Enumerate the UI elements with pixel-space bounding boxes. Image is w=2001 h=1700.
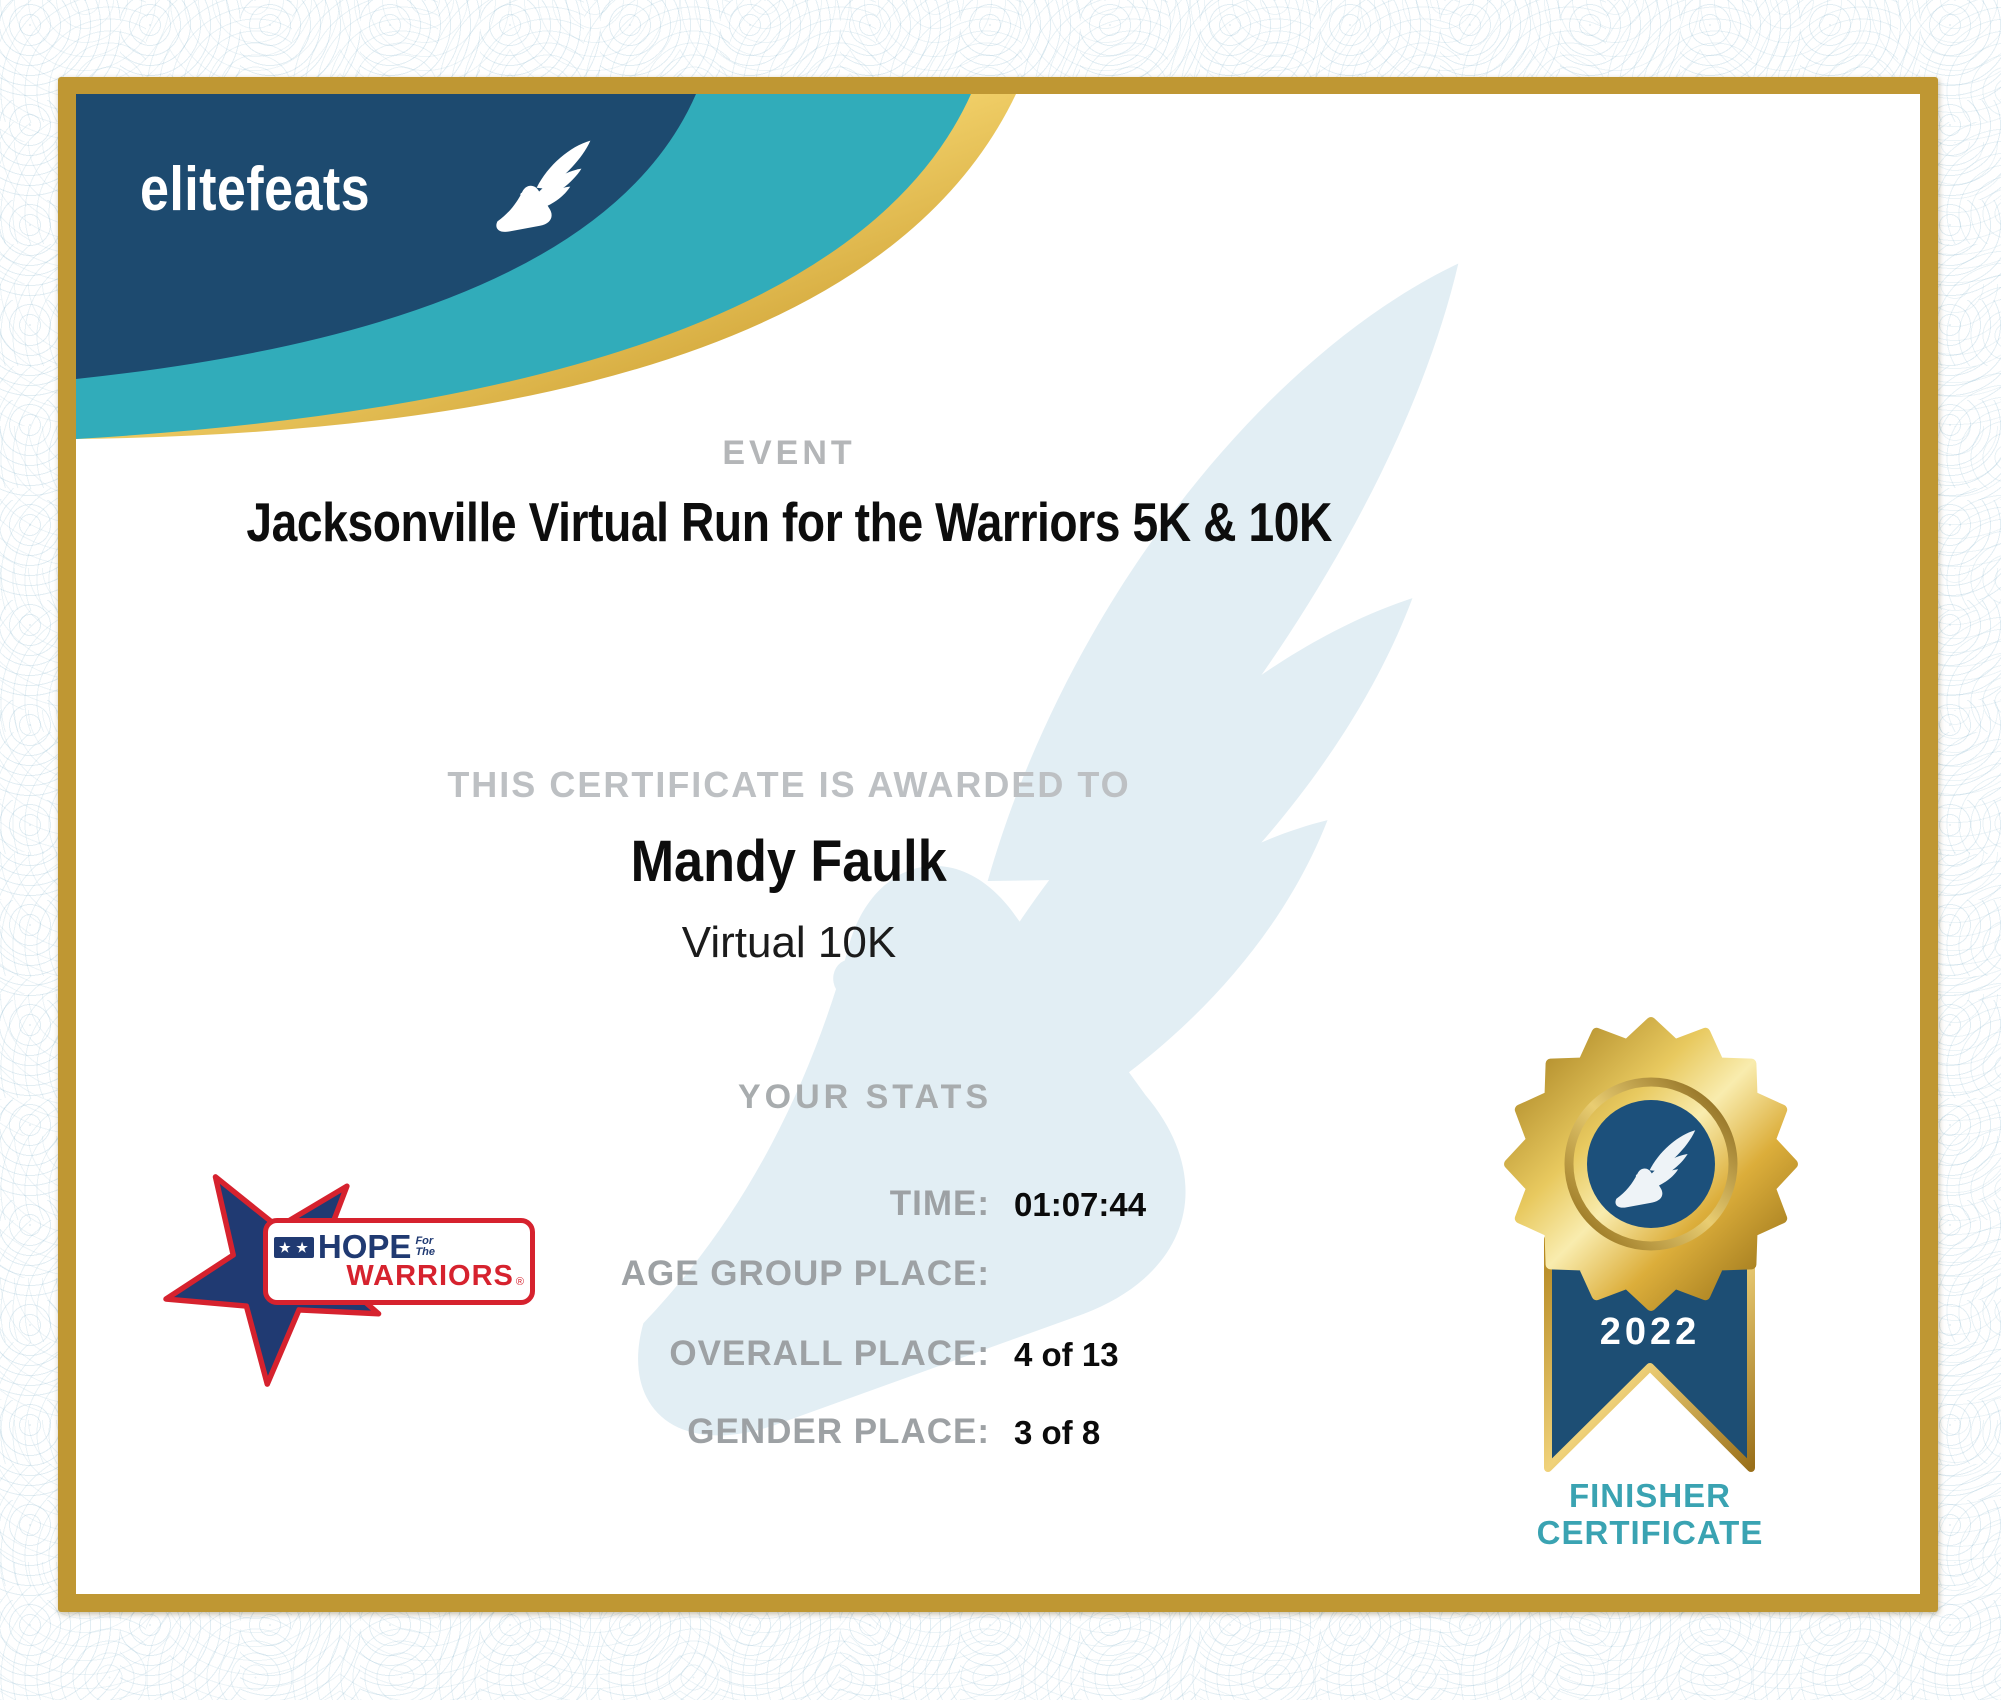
caption-certificate: CERTIFICATE bbox=[1536, 1514, 1764, 1552]
hftw-word-the: The bbox=[415, 1246, 436, 1259]
stat-label-time: TIME: bbox=[889, 1184, 990, 1223]
stat-value-gender-place: 3 of 8 bbox=[1014, 1414, 1101, 1451]
hftw-word-warriors: WARRIORS bbox=[346, 1260, 514, 1293]
hftw-word-for: For bbox=[415, 1235, 434, 1248]
hftw-stars-icon: ★ ★ bbox=[274, 1236, 314, 1258]
stat-value-age-group-place bbox=[1014, 1254, 1454, 1256]
event-name: Jacksonville Virtual Run for the Warrior… bbox=[246, 491, 1332, 553]
stat-label-overall-place: OVERALL PLACE: bbox=[669, 1334, 990, 1373]
medal-rosette bbox=[1504, 1017, 1798, 1311]
certificate-body: elitefeats EVENT Jacksonville Virtual Ru… bbox=[76, 94, 1920, 1594]
awarded-label: THIS CERTIFICATE IS AWARDED TO bbox=[447, 764, 1131, 805]
elitefeats-logo-text: elitefeats bbox=[140, 155, 371, 224]
navy-swoosh-shape bbox=[76, 94, 696, 379]
winged-foot-logo-icon bbox=[484, 122, 596, 240]
gold-frame: elitefeats EVENT Jacksonville Virtual Ru… bbox=[58, 77, 1938, 1612]
hftw-word-hope: HOPE bbox=[317, 1228, 412, 1266]
medal-graphic bbox=[1504, 1017, 1798, 1472]
medal-year: 2022 bbox=[1599, 1311, 1701, 1353]
event-label: EVENT bbox=[722, 434, 856, 472]
header-swoosh bbox=[76, 94, 1016, 439]
elitefeats-logo: elitefeats bbox=[140, 150, 660, 330]
hftw-word-for-the: For The bbox=[415, 1236, 435, 1258]
division-name: Virtual 10K bbox=[681, 918, 897, 967]
stats-heading: YOUR STATS bbox=[737, 1078, 993, 1116]
hope-for-the-warriors-logo: ★ ★ HOPE For The WARRIORS ® bbox=[135, 1142, 575, 1472]
stat-label-gender-place: GENDER PLACE: bbox=[687, 1412, 990, 1451]
hftw-badge: ★ ★ HOPE For The WARRIORS ® bbox=[263, 1218, 535, 1305]
medal-center bbox=[1587, 1100, 1715, 1228]
registered-mark: ® bbox=[515, 1276, 524, 1289]
stat-value-time: 01:07:44 bbox=[1014, 1186, 1147, 1223]
recipient-name: Mandy Faulk bbox=[630, 829, 948, 894]
stat-value-overall-place: 4 of 13 bbox=[1014, 1336, 1119, 1373]
finisher-medal: 2022 FINISHER CERTIFICATE bbox=[1470, 989, 1830, 1594]
finisher-certificate-caption: FINISHER CERTIFICATE bbox=[1470, 1477, 1830, 1552]
stat-label-age-group-place: AGE GROUP PLACE: bbox=[620, 1254, 990, 1293]
caption-finisher: FINISHER bbox=[1568, 1477, 1731, 1514]
